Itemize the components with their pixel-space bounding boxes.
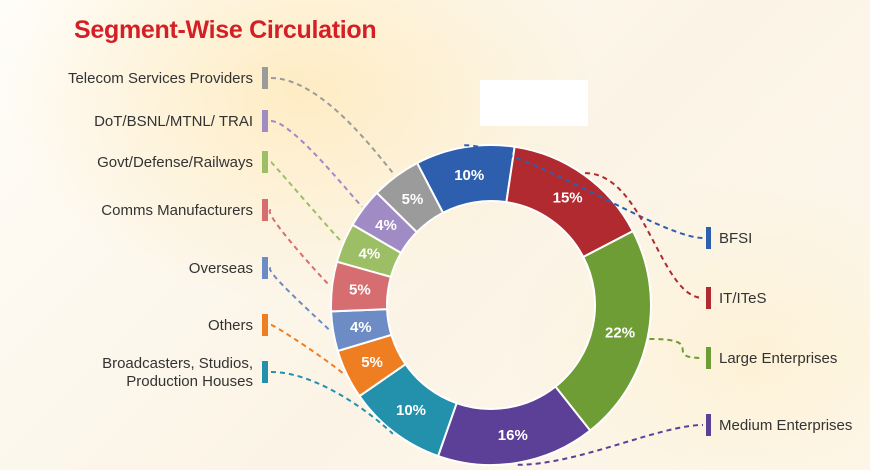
label-large-enterprises: Large Enterprises — [719, 350, 837, 367]
label-others: Others — [208, 317, 253, 334]
marker-comms-manufacturers — [262, 199, 268, 221]
marker-telecom-services-providers — [262, 67, 268, 89]
value-labels: 10% 15% 22% 16% 10% 5% 4% 5% 4% 4% 5% — [349, 167, 635, 444]
value-label-bfsi: 10% — [454, 167, 484, 184]
value-label-govt-defense-railways: 4% — [359, 246, 381, 263]
segment-labels: BFSI IT/ITeS Large Enterprises Medium Enter… — [68, 70, 852, 434]
label-telecom-services-providers: Telecom Services Providers — [68, 70, 253, 87]
leader-lines — [268, 77, 704, 466]
donut-slices — [330, 144, 652, 466]
marker-others — [262, 314, 268, 336]
leader-bfsi — [464, 144, 704, 239]
marker-broadcasters-studios-production-houses — [262, 361, 268, 383]
chart-title: Segment-Wise Circulation — [74, 16, 377, 44]
leader-dot-bsnl-mtnl-trai — [270, 120, 363, 208]
label-medium-enterprises: Medium Enterprises — [719, 417, 852, 434]
leader-overseas — [268, 267, 332, 333]
marker-overseas — [262, 257, 268, 279]
label-bfsi: BFSI — [719, 230, 752, 247]
value-label-telecom-services-providers: 5% — [402, 191, 424, 208]
leader-others — [270, 324, 346, 376]
marker-govt-defense-railways — [262, 151, 268, 173]
leader-broadcasters-studios-production-houses — [270, 371, 394, 435]
label-dot-bsnl-mtnl-trai: DoT/BSNL/MTNL/ TRAI — [94, 113, 253, 130]
marker-large-enterprises — [706, 347, 711, 369]
legend-markers — [262, 67, 711, 436]
label-it-ites: IT/ITeS — [719, 290, 767, 307]
leader-telecom-services-providers — [270, 77, 396, 176]
value-label-overseas: 4% — [350, 319, 372, 336]
leader-it-ites — [585, 172, 704, 299]
label-govt-defense-railways: Govt/Defense/Railways — [97, 154, 253, 171]
leader-medium-enterprises — [517, 424, 704, 466]
label-overseas: Overseas — [189, 260, 253, 277]
leader-large-enterprises — [649, 337, 704, 359]
value-label-large-enterprises: 22% — [605, 325, 635, 342]
marker-dot-bsnl-mtnl-trai — [262, 110, 268, 132]
label-broadcasters-studios-production-houses: Broadcasters, Studios, Production Houses — [102, 355, 253, 390]
marker-medium-enterprises — [706, 414, 711, 436]
marker-bfsi — [706, 227, 711, 249]
leader-govt-defense-railways — [270, 161, 343, 243]
value-label-broadcasters-studios-production-houses: 10% — [396, 402, 426, 419]
value-label-it-ites: 15% — [553, 190, 583, 207]
slice-telecom-services-providers — [375, 161, 445, 234]
value-label-others: 5% — [361, 354, 383, 371]
value-label-medium-enterprises: 16% — [498, 427, 528, 444]
blank-box — [480, 80, 588, 126]
leader-comms-manufacturers — [268, 209, 331, 287]
slice-large-enterprises — [554, 229, 652, 432]
label-comms-manufacturers: Comms Manufacturers — [101, 202, 253, 219]
value-label-dot-bsnl-mtnl-trai: 4% — [375, 217, 397, 234]
marker-it-ites — [706, 287, 711, 309]
value-label-comms-manufacturers: 5% — [349, 282, 371, 299]
